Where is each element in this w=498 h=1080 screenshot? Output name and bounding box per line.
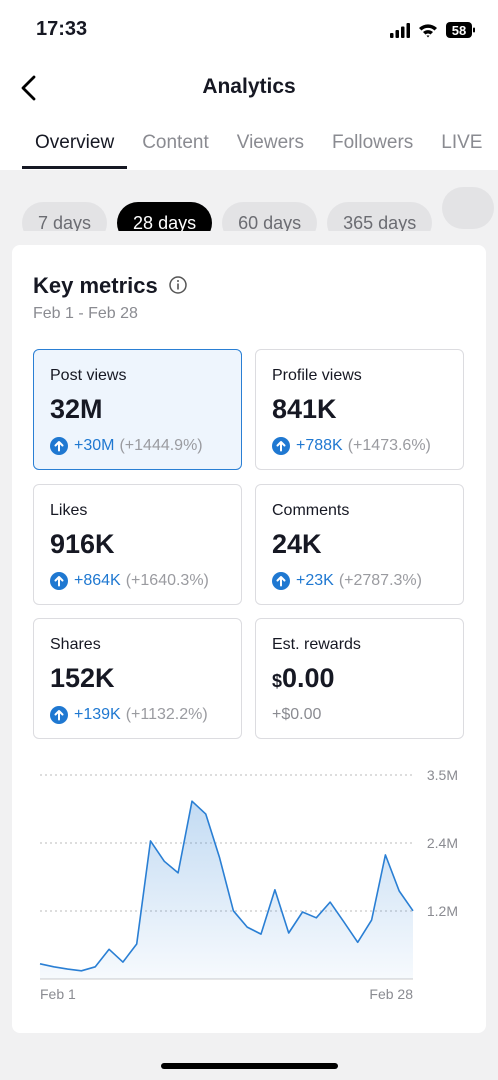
metric-change-pct: (+1640.3%) — [125, 571, 209, 589]
metric-value: 152K — [50, 663, 115, 694]
metric-change-value: +864K — [74, 571, 121, 589]
metric-change-pct: (+1132.2%) — [125, 706, 208, 723]
chart: 1.2M 2.4M 3.5M Feb 1 Feb 28 — [39, 767, 458, 1002]
metric-currency: $ — [272, 671, 283, 691]
info-icon[interactable] — [168, 275, 188, 295]
metric-change-pct: (+2787.3%) — [338, 571, 422, 589]
up-arrow-icon — [50, 706, 68, 724]
metric-change: +23K (+2787.3%) — [272, 571, 422, 590]
metric-name: Profile views — [272, 367, 362, 384]
tab[interactable]: Overview — [22, 130, 128, 169]
battery-level: 58 — [452, 23, 466, 38]
metric-change-pct: (+1444.9%) — [119, 437, 203, 454]
metric-value: 841K — [272, 394, 337, 425]
metric-change-value: +30M — [74, 437, 115, 454]
metric-name: Shares — [50, 636, 101, 653]
metric-value: 32M — [50, 394, 103, 425]
section-title-text: Key metrics — [33, 273, 158, 298]
status-icons: 58 — [390, 22, 475, 38]
metric-change-value: +23K — [296, 571, 334, 589]
section-title: Key metrics — [33, 273, 188, 299]
line-series — [39, 800, 414, 972]
page-title: Analytics — [202, 75, 296, 98]
metric-tile[interactable]: Est. rewards $0.00 +$0.00 — [255, 618, 464, 739]
metric-change: +788K (+1473.6%) — [272, 437, 431, 455]
metric-value: 916K — [50, 529, 115, 560]
metric-value: $0.00 — [272, 663, 335, 694]
metric-change: +$0.00 — [272, 706, 321, 724]
date-filter-chip[interactable]: 7 days — [22, 202, 108, 231]
metric-tile[interactable]: Profile views 841K +788K (+1473.6%) — [255, 349, 464, 470]
x-tick-label: Feb 28 — [369, 986, 413, 1002]
metric-tile[interactable]: Shares 152K +139K (+1132.2%) — [33, 618, 242, 739]
y-tick-label: 3.5M — [427, 767, 458, 783]
line-area — [40, 801, 413, 979]
date-filter-chip[interactable]: 60 days — [222, 202, 318, 231]
status-time: 17:33 — [36, 18, 88, 40]
metric-name: Post views — [50, 367, 127, 384]
metric-name: Likes — [50, 501, 88, 519]
metric-value-text: 32M — [50, 394, 103, 424]
tab[interactable]: Followers — [331, 132, 414, 153]
metric-tile[interactable]: Comments 24K +23K (+2787.3%) — [255, 483, 464, 605]
date-filter-chip[interactable]: 365 days — [327, 202, 433, 231]
metric-change: +864K (+1640.3%) — [50, 571, 209, 590]
metric-value-text: 841K — [272, 394, 337, 424]
tab[interactable]: Content — [142, 132, 209, 153]
tab-bar: Overview Content Viewers Followers LIVE — [22, 130, 498, 170]
up-arrow-icon — [50, 571, 68, 590]
metric-value-text: 152K — [50, 663, 115, 693]
date-filter-bar: 7 days 28 days 60 days 365 days — [22, 187, 498, 231]
metric-value: 24K — [272, 529, 322, 560]
x-tick-label: Feb 1 — [40, 986, 76, 1002]
metric-name: Est. rewards — [272, 636, 361, 653]
date-filter-chip[interactable] — [442, 187, 495, 229]
date-range: Feb 1 - Feb 28 — [33, 305, 138, 322]
metric-value-text: 0.00 — [282, 663, 335, 693]
tab[interactable]: LIVE — [441, 132, 483, 153]
metric-value-text: 24K — [272, 528, 322, 559]
date-filter-chip[interactable]: 28 days — [117, 202, 213, 231]
metric-value-text: 916K — [50, 528, 115, 559]
metric-change-value: +788K — [296, 437, 343, 454]
up-arrow-icon — [272, 437, 290, 455]
metric-tile[interactable]: Post views 32M +30M (+1444.9%) — [33, 349, 242, 470]
top-bar — [0, 0, 498, 170]
up-arrow-icon — [272, 571, 290, 590]
metric-change-value: +139K — [74, 706, 121, 723]
up-arrow-icon — [50, 437, 68, 455]
y-tick-label: 2.4M — [427, 835, 458, 851]
back-button[interactable] — [18, 74, 42, 102]
tab[interactable]: Viewers — [236, 132, 304, 153]
metric-change: +139K (+1132.2%) — [50, 706, 208, 724]
metric-change-value: +$0.00 — [272, 706, 322, 723]
metric-tile[interactable]: Likes 916K +864K (+1640.3%) — [33, 483, 242, 605]
metric-change-pct: (+1473.6%) — [347, 437, 431, 454]
metric-name: Comments — [272, 501, 350, 519]
y-tick-label: 1.2M — [427, 903, 458, 919]
home-indicator — [161, 1063, 338, 1069]
metric-change: +30M (+1444.9%) — [50, 437, 203, 455]
